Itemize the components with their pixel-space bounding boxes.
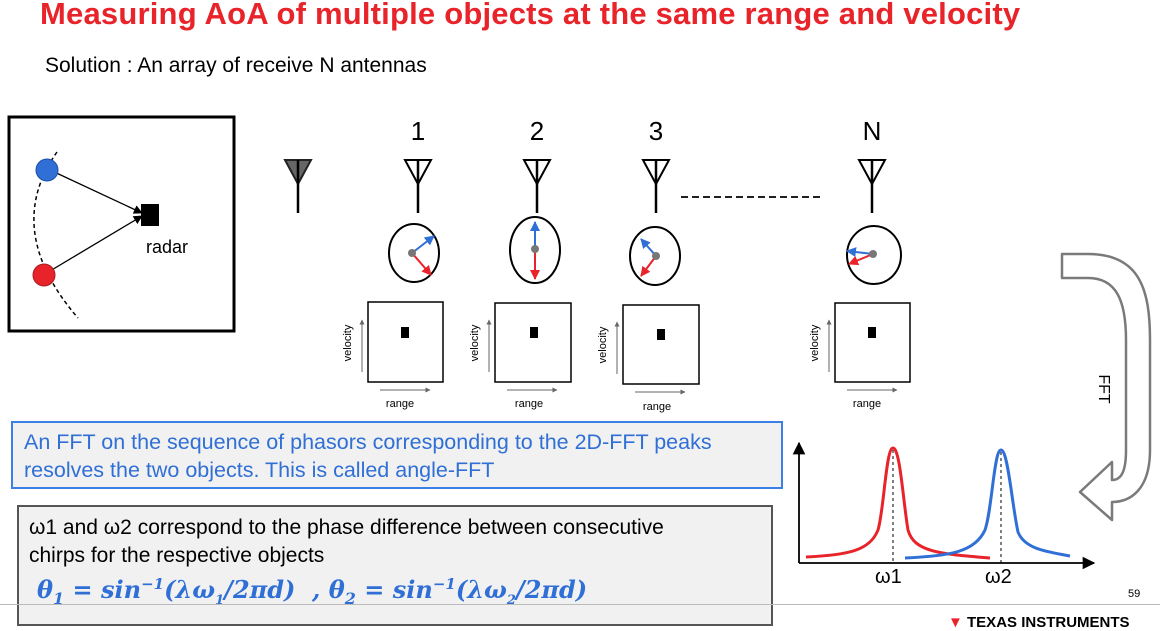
peak1-label: ω1 bbox=[875, 566, 902, 588]
fft-arrow-label: FFT bbox=[1095, 374, 1112, 404]
axis-label-range: range bbox=[386, 398, 414, 410]
note-line-2: chirps for the respective objects bbox=[29, 544, 325, 567]
angle-fft-spectrum: ω1 ω2 bbox=[792, 441, 1096, 588]
range-velocity-grid-1: velocity range bbox=[342, 301, 444, 410]
rx-antenna-1: 1 bbox=[403, 116, 433, 213]
ti-logo-icon: ▼ bbox=[948, 614, 968, 631]
rx-antenna-2: 2 bbox=[522, 116, 552, 213]
object-blue-dot bbox=[35, 158, 59, 182]
axis-label-range: range bbox=[643, 401, 671, 413]
page-subtitle: Solution : An array of receive N antenna… bbox=[45, 54, 427, 77]
phasor-n bbox=[846, 225, 902, 285]
ti-logo-text: TEXAS INSTRUMENTS bbox=[967, 614, 1130, 631]
page-title: Measuring AoA of multiple objects at the… bbox=[40, 0, 1021, 31]
axis-label-velocity: velocity bbox=[809, 324, 821, 361]
phasor-3 bbox=[629, 226, 681, 286]
range-velocity-grid-n: velocity range bbox=[809, 302, 911, 410]
antenna-label-3: 3 bbox=[649, 116, 663, 146]
tx-antenna-icon bbox=[283, 159, 313, 213]
axis-label-velocity: velocity bbox=[342, 324, 354, 361]
range-velocity-grid-2: velocity range bbox=[469, 302, 572, 410]
note-line-1: ω1 and ω2 correspond to the phase differ… bbox=[29, 516, 664, 539]
phase-difference-note-box: ω1 and ω2 correspond to the phase differ… bbox=[17, 505, 773, 626]
angle-fft-explanation-box: An FFT on the sequence of phasors corres… bbox=[11, 421, 783, 489]
peak-curve-blue bbox=[904, 448, 1071, 560]
range-velocity-grid-3: velocity range bbox=[597, 304, 700, 413]
angle-fft-explanation-text: An FFT on the sequence of phasors corres… bbox=[24, 430, 712, 482]
angle-equation: θ1 = sin−1(λω1/2πd) , θ2 = sin−1(λω2/2πd… bbox=[37, 575, 588, 608]
antenna-label-n: N bbox=[863, 116, 882, 146]
antenna-label-1: 1 bbox=[411, 116, 425, 146]
radar-scene: radar bbox=[7, 115, 236, 333]
axis-label-range: range bbox=[515, 398, 543, 410]
phase-difference-note-text: ω1 and ω2 correspond to the phase differ… bbox=[29, 514, 664, 570]
peak-curve-red bbox=[805, 446, 991, 560]
rx-antenna-n: N bbox=[857, 116, 887, 213]
axis-label-velocity: velocity bbox=[469, 324, 481, 361]
peak2-label: ω2 bbox=[985, 566, 1012, 588]
radar-block bbox=[141, 204, 159, 226]
fft-curved-arrow: FFT bbox=[1060, 252, 1152, 522]
path-line-1 bbox=[49, 169, 143, 214]
rx-antenna-3: 3 bbox=[641, 116, 671, 213]
page-number: 59 bbox=[1128, 588, 1141, 600]
object-red-dot bbox=[32, 263, 56, 287]
phasor-2 bbox=[509, 216, 561, 284]
footer-divider bbox=[0, 604, 1160, 605]
texas-instruments-logo: ▼ TEXAS INSTRUMENTS bbox=[948, 614, 1130, 631]
phasor-1 bbox=[388, 223, 440, 283]
antenna-label-2: 2 bbox=[530, 116, 544, 146]
axis-label-velocity: velocity bbox=[597, 326, 609, 363]
path-line-2 bbox=[44, 215, 143, 275]
radar-label: radar bbox=[146, 237, 188, 257]
axis-label-range: range bbox=[853, 398, 881, 410]
